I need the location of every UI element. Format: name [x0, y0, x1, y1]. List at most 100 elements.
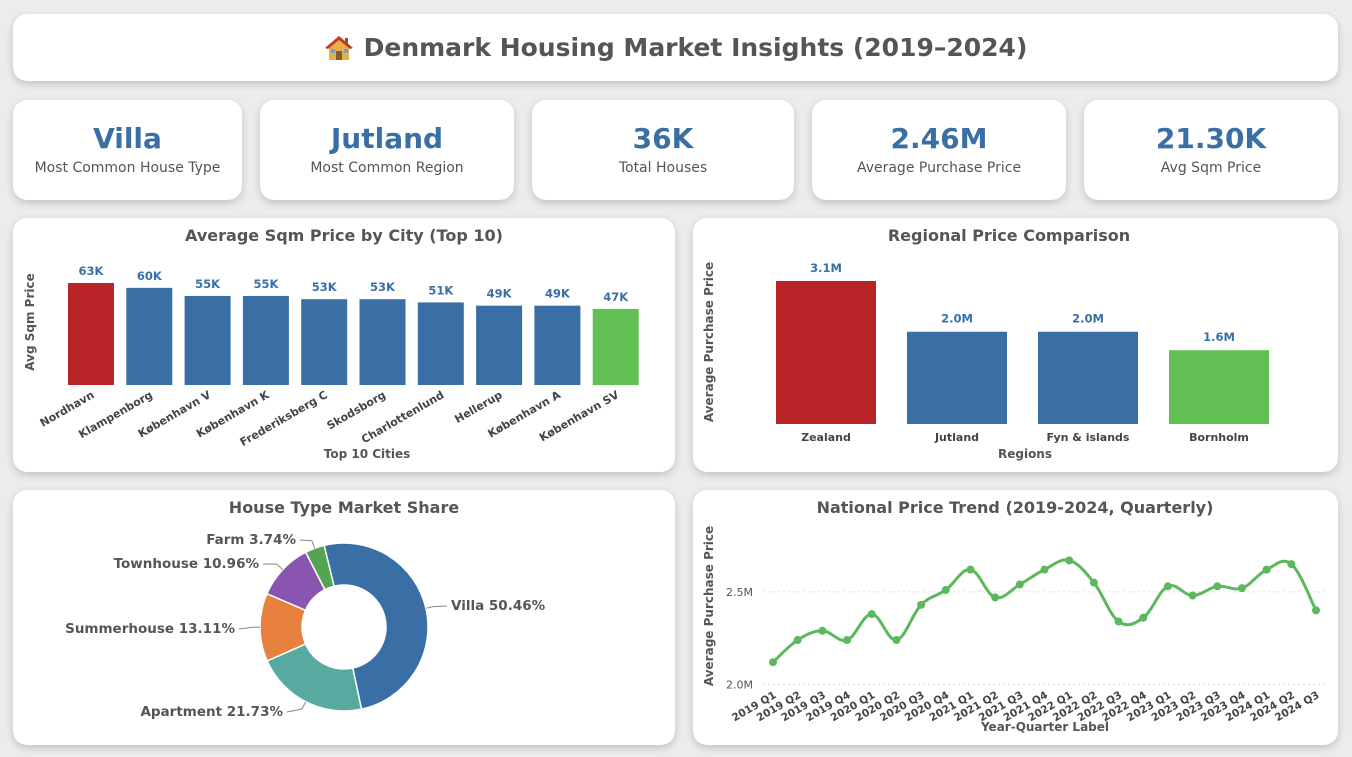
- pie-slice: [323, 542, 429, 711]
- national-trend-line-chart: National Price Trend (2019-2024, Quarter…: [702, 498, 1326, 734]
- data-point: [1089, 578, 1098, 587]
- data-point: [1188, 591, 1197, 600]
- data-label: 51K: [428, 283, 454, 297]
- chart-title: National Price Trend (2019-2024, Quarter…: [817, 498, 1214, 517]
- tick-label: Hellerup: [452, 388, 504, 426]
- data-label: 49K: [487, 287, 513, 301]
- kpi-value: 2.46M: [890, 121, 988, 155]
- bar: [242, 295, 289, 385]
- slice-label: Villa 50.46%: [451, 598, 546, 614]
- series-line: [771, 558, 1318, 664]
- data-point: [1015, 580, 1024, 589]
- kpi-label: Avg Sqm Price: [1160, 160, 1262, 177]
- data-point: [1213, 582, 1222, 591]
- bar: [592, 308, 639, 385]
- x-axis-title: Year-Quarter Label: [980, 720, 1109, 734]
- tick-label: Jutland: [934, 431, 979, 444]
- data-point: [1114, 617, 1123, 626]
- data-label: 63K: [79, 264, 105, 278]
- data-label: 1.6M: [1203, 330, 1235, 344]
- kpi-label: Most Common House Type: [34, 160, 221, 177]
- data-label: 49K: [545, 287, 571, 301]
- data-label: 60K: [137, 269, 163, 283]
- data-label: 55K: [253, 277, 279, 291]
- data-point: [1312, 606, 1320, 615]
- title-text: Denmark Housing Market Insights (2019–20…: [363, 33, 1028, 62]
- data-point: [867, 610, 876, 619]
- y-axis-title: Average Purchase Price: [702, 262, 716, 422]
- data-point: [1040, 565, 1049, 574]
- leader-line: [299, 539, 316, 549]
- tick-label: Zealand: [801, 431, 851, 444]
- data-point: [1287, 560, 1296, 569]
- kpi-label: Most Common Region: [310, 160, 464, 177]
- bar: [301, 299, 348, 385]
- data-label: 53K: [312, 280, 338, 294]
- y-tick-label: 2.0M: [726, 678, 753, 691]
- y-tick-label: 2.5M: [726, 586, 753, 599]
- kpi-region: Jutland Most Common Region: [260, 100, 514, 200]
- house-icon: [324, 35, 353, 60]
- house-type-chart-card: House Type Market Share Villa 50.46% Apart…: [13, 490, 675, 745]
- kpi-label: Average Purchase Price: [856, 160, 1022, 177]
- kpi-total-houses: 36K Total Houses: [532, 100, 794, 200]
- data-point: [1237, 584, 1246, 593]
- data-point: [818, 626, 827, 635]
- data-point: [892, 636, 901, 644]
- data-label: 3.1M: [810, 261, 842, 275]
- tick-label: Fyn & islands: [1047, 431, 1130, 444]
- data-label: 53K: [370, 280, 396, 294]
- bar: [907, 331, 1007, 424]
- data-label: 47K: [603, 290, 629, 304]
- data-point: [991, 593, 1000, 602]
- kpi-label: Total Houses: [618, 160, 708, 177]
- kpi-value: Jutland: [330, 121, 444, 155]
- trend-chart-card: National Price Trend (2019-2024, Quarter…: [693, 490, 1338, 745]
- bar: [359, 299, 406, 385]
- data-point: [793, 636, 802, 644]
- leader-line: [286, 701, 307, 713]
- data-point: [966, 565, 975, 574]
- leader-line: [262, 563, 284, 570]
- pie-slice: [266, 642, 363, 712]
- slice-label: Farm 3.74%: [206, 532, 296, 548]
- kpi-value: Villa: [93, 121, 162, 155]
- y-axis-title: Avg Sqm Price: [23, 273, 37, 370]
- kpi-house-type: Villa Most Common House Type: [13, 100, 242, 200]
- leader-line: [238, 626, 261, 630]
- bar: [776, 281, 876, 424]
- city-sqm-bar-chart: Average Sqm Price by City (Top 10)63KNor…: [23, 226, 639, 461]
- city-sqm-chart-card: Average Sqm Price by City (Top 10) 63K Nor…: [13, 218, 675, 472]
- data-point: [1065, 556, 1074, 565]
- bar: [126, 287, 173, 385]
- data-point: [1163, 582, 1172, 591]
- kpi-value: 36K: [632, 121, 694, 155]
- y-axis-title: Average Purchase Price: [702, 526, 716, 686]
- regional-bar-chart: Regional Price Comparison 3.1M Zealand 2.0M…: [702, 226, 1269, 461]
- data-label: 55K: [195, 277, 221, 291]
- page-title: Denmark Housing Market Insights (2019–20…: [324, 33, 1028, 62]
- header-card: Denmark Housing Market Insights (2019–20…: [13, 14, 1338, 81]
- chart-title: Average Sqm Price by City (Top 10): [185, 226, 503, 245]
- x-axis-title: Regions: [998, 447, 1052, 461]
- bar: [1169, 350, 1269, 424]
- x-axis-title: Top 10 Cities: [324, 447, 411, 461]
- data-point: [1262, 565, 1271, 574]
- pie-slice: [304, 544, 335, 591]
- bar: [417, 302, 464, 385]
- slice-label: Townhouse 10.96%: [114, 556, 260, 572]
- leader-line: [425, 605, 448, 609]
- data-label: 2.0M: [941, 312, 973, 326]
- data-point: [769, 658, 777, 667]
- bar: [1038, 331, 1138, 424]
- regional-chart-card: Regional Price Comparison 3.1M Zealand 2.0M…: [693, 218, 1338, 472]
- data-point: [941, 586, 950, 594]
- chart-title: House Type Market Share: [229, 498, 460, 517]
- data-point: [917, 600, 926, 609]
- bar: [184, 295, 231, 385]
- house-type-donut-chart: House Type Market Share Villa 50.46% Apart…: [65, 498, 546, 720]
- kpi-avg-price: 2.46M Average Purchase Price: [812, 100, 1066, 200]
- kpi-sqm-price: 21.30K Avg Sqm Price: [1084, 100, 1338, 200]
- data-point: [1139, 613, 1148, 622]
- tick-label: Bornholm: [1189, 431, 1249, 444]
